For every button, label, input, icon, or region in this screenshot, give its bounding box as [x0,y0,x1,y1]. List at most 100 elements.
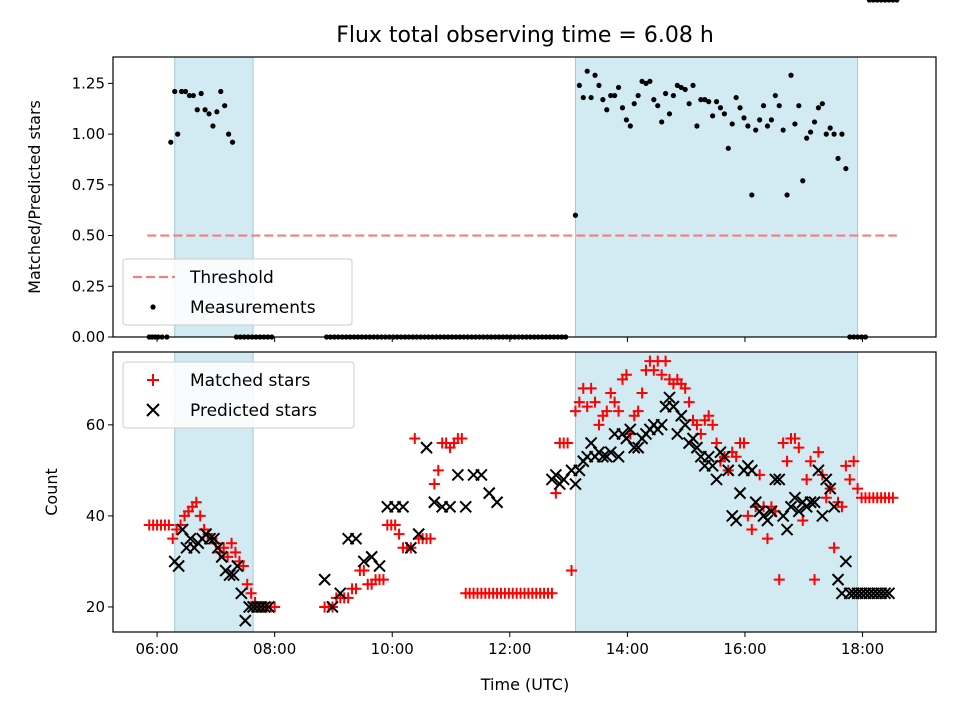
matched-stars-point [393,528,405,540]
matched-stars-point [269,601,281,613]
measurements-point [796,103,802,109]
measurements-point [753,127,759,133]
matched-stars-point [660,355,672,367]
measurements-point [229,139,236,145]
matched-legend-marker [147,374,159,386]
matched-stars-point [828,542,840,554]
measurements-point [666,111,673,117]
matched-stars-point [581,401,593,413]
matched-stars-point [350,583,362,595]
measurements-point [168,139,174,145]
measurements-point [572,212,579,218]
measurements-point [643,80,649,86]
x-tick-label: 06:00 [135,640,178,658]
matched-stars-point [887,492,899,504]
measurements-point [222,103,228,109]
matched-stars-point [777,437,789,449]
measurements-point [741,115,747,121]
measurements-point [807,129,814,135]
measurements-point [702,97,708,103]
matched-stars-point [805,455,817,467]
ratio-legend: Threshold Measurements [122,258,353,326]
predicted-stars-point [784,500,798,514]
measurements-point [823,131,829,137]
measurements-point [655,103,661,109]
predicted-stars-point [690,441,704,454]
count-x-ticks: 06:00 08:00 10:00 12:00 14:00 16:00 18:00 [135,632,884,658]
count-frame [112,351,937,633]
x-tick-label: 08:00 [253,640,296,658]
measurements-point [588,94,594,101]
measurements-point [627,123,633,129]
predicted-stars-point [373,559,386,573]
y-tick-label: 60 [86,416,105,434]
matched-stars-point [812,446,824,458]
matched-stars-point [424,533,436,545]
matched-stars-point [730,451,742,463]
measurements-point [764,123,771,129]
measurements-point [647,78,653,84]
predicted-stars-point [459,500,472,514]
predicted-stars-point [655,418,668,432]
measurements-point [600,97,606,103]
measurements-point [698,97,704,103]
matched-stars-point [648,364,660,376]
measurements-point [811,119,818,125]
measurements-point [186,92,193,99]
measurements-point [800,178,806,184]
matched-stars-point [167,533,179,545]
measurements-point [175,131,181,137]
matched-stars-point [409,433,421,445]
predicted-stars-point [839,555,853,568]
predicted-stars-point [773,473,786,486]
measurements-point [827,125,833,131]
matched-stars-point [773,574,785,586]
predicted-stars-point [804,496,817,509]
matched-stars-point [589,396,601,408]
measurements-point [172,88,178,95]
matched-stars-point [593,419,605,431]
predicted-stars-point [318,573,331,586]
predicted-stars-point [404,541,418,554]
predicted-stars-point [761,514,774,527]
x-tick-label: 16:00 [723,640,766,658]
measurements-point [710,113,716,119]
measurements-point [725,145,731,151]
measurements-point [733,94,739,101]
predicted-stars-point [678,418,692,432]
y-tick-label: 0.00 [72,328,105,346]
predicted-stars-point [184,532,197,545]
y-tick-label: 0.50 [72,227,105,245]
matched-stars-point [377,574,389,586]
predicted-stars-point [451,468,465,482]
matched-stars-point [797,514,809,526]
measurements-point [870,0,876,3]
matched-stars-point [707,419,719,431]
matched-stars-point [620,369,632,381]
y-tick-label: 0.25 [72,277,105,295]
predicted-stars-point [258,600,272,614]
measurements-point [218,88,224,95]
matched-stars-point [569,405,581,417]
matched-stars-point [761,533,773,545]
y-tick-label: 1.00 [72,125,105,143]
measurements-point [768,117,775,123]
predicted-stars-point [596,450,610,463]
measurements-point [194,107,200,113]
matched-stars-point [605,387,617,399]
measurements-point [674,82,680,89]
matched-stars-point [683,396,695,408]
y-tick-label: 40 [86,507,105,525]
measurements-point [831,131,837,137]
measurements-point [608,92,614,99]
measurements-point [226,131,232,137]
measurements-point [737,105,743,111]
predicted-stars-point [792,505,806,518]
chart-title: Flux total observing time = 6.08 h [336,23,714,48]
matched-stars-point [389,519,401,531]
predicted-stars-point [788,491,802,504]
measurements-legend-marker [150,304,156,310]
measurements-point [206,111,212,117]
measurements-point [839,131,845,137]
predicted-stars-point [357,555,371,568]
